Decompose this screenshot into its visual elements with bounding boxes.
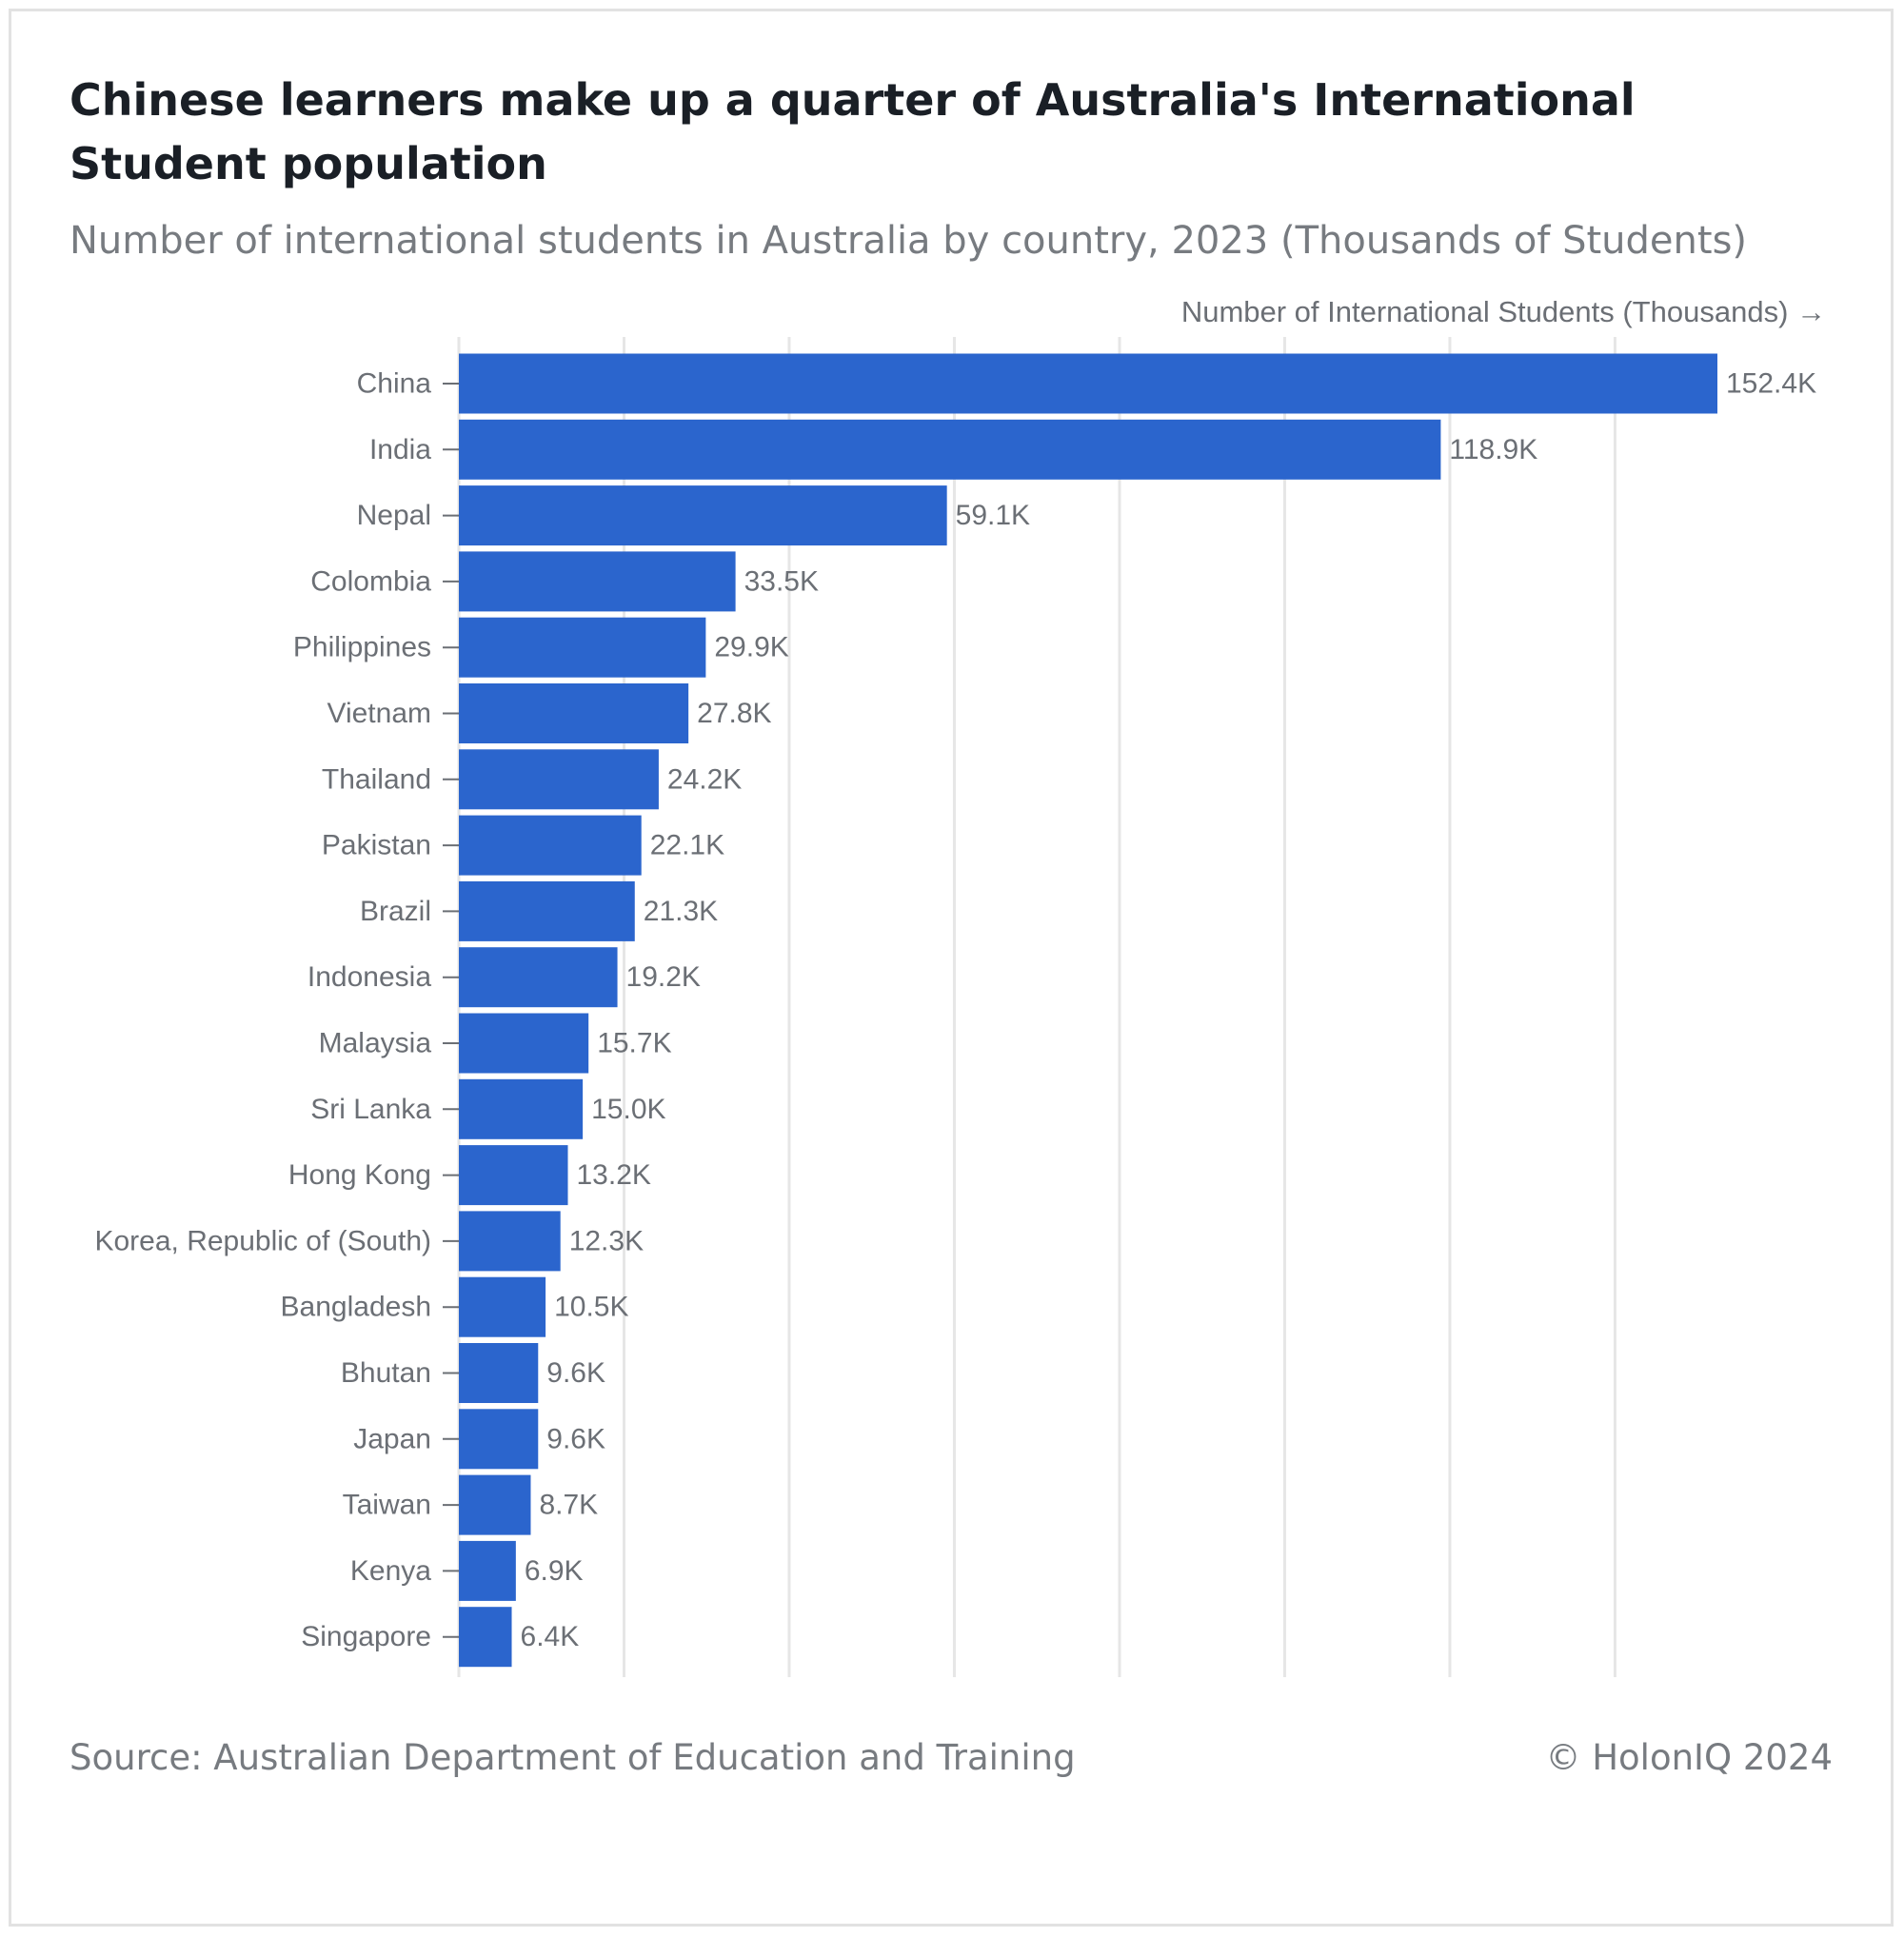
bar-pakistan <box>459 815 642 876</box>
value-label-sri-lanka: 15.0K <box>591 1094 665 1125</box>
bar-philippines <box>459 617 706 678</box>
category-label-korea-republic-of-south: Korea, Republic of (South) <box>94 1225 431 1256</box>
value-label-india: 118.9K <box>1449 434 1537 465</box>
chart-card <box>9 9 1894 1927</box>
category-label-pakistan: Pakistan <box>322 830 431 861</box>
category-label-philippines: Philippines <box>293 632 431 663</box>
bar-bangladesh <box>459 1276 546 1337</box>
bar-vietnam <box>459 683 689 743</box>
category-label-sri-lanka: Sri Lanka <box>310 1094 431 1125</box>
value-label-kenya: 6.9K <box>525 1555 584 1587</box>
bar-japan <box>459 1409 539 1470</box>
chart-title: Chinese learners make up a quarter of Au… <box>69 74 1636 189</box>
category-label-china: China <box>357 368 432 400</box>
bar-malaysia <box>459 1013 589 1074</box>
category-label-colombia: Colombia <box>310 565 431 597</box>
value-label-china: 152.4K <box>1726 368 1816 400</box>
bar-colombia <box>459 551 736 612</box>
category-label-brazil: Brazil <box>360 896 431 927</box>
value-label-bhutan: 9.6K <box>546 1357 605 1389</box>
value-label-pakistan: 22.1K <box>650 830 724 861</box>
category-label-taiwan: Taiwan <box>343 1490 431 1521</box>
value-label-vietnam: 27.8K <box>697 698 771 729</box>
bar-indonesia <box>459 947 618 1008</box>
value-label-philippines: 29.9K <box>714 632 788 663</box>
bar-taiwan <box>459 1474 531 1535</box>
category-label-singapore: Singapore <box>301 1621 431 1652</box>
value-label-malaysia: 15.7K <box>597 1028 671 1059</box>
value-label-colombia: 33.5K <box>744 565 819 597</box>
bar-thailand <box>459 749 659 810</box>
value-label-japan: 9.6K <box>546 1423 605 1454</box>
value-label-bangladesh: 10.5K <box>554 1292 628 1323</box>
category-label-bhutan: Bhutan <box>341 1357 431 1389</box>
category-label-nepal: Nepal <box>357 500 431 531</box>
copyright-note: © HolonIQ 2024 <box>1545 1737 1833 1778</box>
bar-sri-lanka <box>459 1078 584 1139</box>
category-label-hong-kong: Hong Kong <box>288 1159 431 1191</box>
category-label-japan: Japan <box>353 1423 431 1454</box>
bar-india <box>459 419 1441 480</box>
category-label-vietnam: Vietnam <box>327 698 431 729</box>
value-label-thailand: 24.2K <box>667 763 742 795</box>
category-label-kenya: Kenya <box>350 1555 431 1587</box>
value-label-brazil: 21.3K <box>644 896 718 927</box>
category-label-indonesia: Indonesia <box>307 961 431 993</box>
x-axis-title: Number of International Students (Thousa… <box>1180 295 1826 328</box>
category-label-bangladesh: Bangladesh <box>281 1292 431 1323</box>
category-label-malaysia: Malaysia <box>319 1028 432 1059</box>
category-label-india: India <box>369 434 431 465</box>
bar-singapore <box>459 1607 512 1668</box>
value-label-korea-republic-of-south: 12.3K <box>569 1225 644 1256</box>
category-label-thailand: Thailand <box>322 763 431 795</box>
value-label-taiwan: 8.7K <box>539 1490 598 1521</box>
chart-subtitle: Number of international students in Aust… <box>69 219 1748 263</box>
source-note: Source: Australian Department of Educati… <box>69 1737 1076 1778</box>
bar-bhutan <box>459 1343 539 1403</box>
bar-korea-republic-of-south <box>459 1211 561 1272</box>
bar-kenya <box>459 1540 516 1601</box>
bar-brazil <box>459 880 635 941</box>
bar-hong-kong <box>459 1145 568 1206</box>
bars <box>459 353 1717 1668</box>
bar-nepal <box>459 485 947 546</box>
labels: China 152.4K India 118.9K Nepal 59.1K Colombia… <box>94 368 1816 1653</box>
value-label-nepal: 59.1K <box>956 500 1030 531</box>
bar-china <box>459 353 1717 414</box>
value-label-indonesia: 19.2K <box>626 961 701 993</box>
value-label-singapore: 6.4K <box>521 1621 580 1652</box>
value-label-hong-kong: 13.2K <box>577 1159 651 1191</box>
